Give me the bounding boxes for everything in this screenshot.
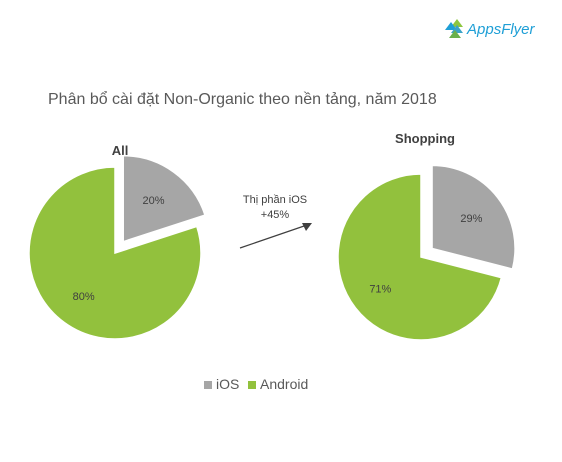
appsflyer-logo-mark [445, 19, 463, 38]
share-arrow [239, 223, 312, 249]
pie-shopping-title: Shopping [395, 131, 455, 146]
pie-all: 20% 80% [28, 154, 206, 340]
pie-label-android: 80% [73, 291, 95, 303]
pie-label-android: 71% [369, 284, 391, 296]
pie-shopping: 29% 71% [337, 164, 516, 341]
pie-label-ios: 20% [143, 195, 165, 207]
chart-title: Phân bổ cài đặt Non-Organic theo nền tản… [48, 90, 437, 108]
legend: iOS Android [204, 376, 308, 392]
annotation-line-1: Thị phần iOS [243, 194, 307, 206]
pie-slice-ios [431, 164, 516, 270]
appsflyer-logo: AppsFlyer [445, 19, 536, 38]
pie-slice-android [337, 173, 503, 341]
legend-label-ios: iOS [216, 376, 239, 392]
legend-swatch-android [248, 381, 256, 389]
pie-slice-android [28, 166, 202, 340]
annotation-line-2: +45% [261, 209, 290, 221]
pie-all-title: All [112, 143, 129, 158]
appsflyer-logo-text: AppsFlyer [466, 21, 536, 38]
pie-slice-ios [122, 154, 206, 243]
pie-label-ios: 29% [460, 213, 482, 225]
legend-swatch-ios [204, 381, 212, 389]
legend-label-android: Android [260, 376, 308, 392]
